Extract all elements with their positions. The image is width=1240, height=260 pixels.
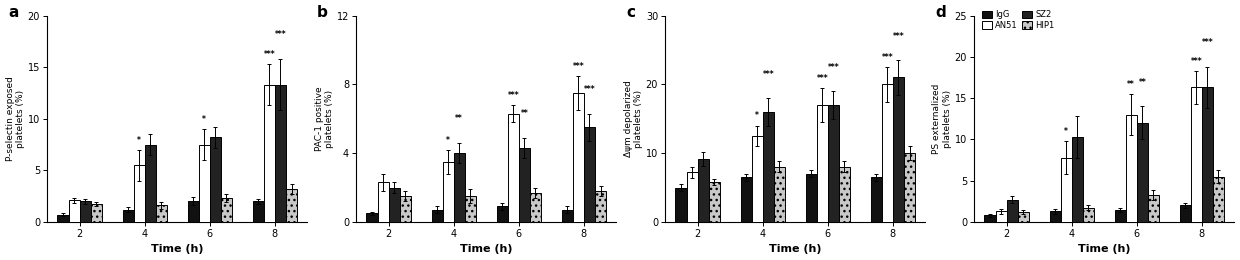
Bar (708, 182, 719, 222)
Bar (763, 112, 774, 222)
Bar (529, 193, 541, 222)
Bar (584, 127, 595, 222)
Bar (904, 153, 915, 222)
Text: **: ** (1127, 80, 1135, 89)
Bar (1213, 177, 1224, 222)
Bar (68, 200, 79, 222)
Bar (1018, 212, 1029, 222)
Bar (443, 162, 454, 222)
Bar (1137, 123, 1148, 222)
Text: ***: *** (1202, 38, 1213, 47)
Bar (882, 84, 893, 222)
Bar (156, 205, 167, 222)
Y-axis label: PAC-1 positive
platelets (%): PAC-1 positive platelets (%) (315, 86, 334, 151)
Text: ***: *** (274, 30, 286, 39)
Text: *: * (138, 135, 141, 145)
Text: ***: *** (584, 85, 595, 94)
X-axis label: Time (h): Time (h) (769, 244, 821, 255)
Text: **: ** (1138, 78, 1146, 87)
X-axis label: Time (h): Time (h) (151, 244, 203, 255)
Text: ***: *** (816, 74, 828, 83)
Text: *: * (1064, 127, 1068, 136)
Bar (1126, 115, 1137, 222)
Bar (996, 211, 1007, 222)
Bar (187, 201, 198, 222)
Text: b: b (317, 5, 327, 20)
Bar (275, 85, 286, 222)
Bar (210, 137, 221, 222)
Bar (676, 187, 687, 222)
Bar (1049, 211, 1060, 222)
Bar (264, 85, 275, 222)
Bar (1060, 158, 1071, 222)
Text: ***: *** (1190, 57, 1202, 66)
Bar (221, 198, 232, 222)
Y-axis label: Δψm depolarized
platelets (%): Δψm depolarized platelets (%) (624, 80, 642, 157)
Text: *: * (202, 115, 206, 124)
Bar (134, 165, 145, 222)
Bar (388, 187, 399, 222)
Bar (465, 196, 476, 222)
Text: d: d (935, 5, 946, 20)
Legend: IgG, AN51, SZ2, HIP1: IgG, AN51, SZ2, HIP1 (981, 9, 1055, 31)
Bar (1179, 205, 1190, 222)
Bar (893, 77, 904, 222)
X-axis label: Time (h): Time (h) (1078, 244, 1131, 255)
Bar (91, 204, 102, 222)
Bar (507, 114, 518, 222)
Text: **: ** (455, 114, 463, 123)
Text: a: a (7, 5, 19, 20)
Bar (1202, 87, 1213, 222)
Bar (828, 105, 839, 222)
Y-axis label: PS externalized
platelets (%): PS externalized platelets (%) (932, 83, 952, 154)
Bar (367, 213, 377, 222)
Bar (432, 210, 443, 222)
Bar (817, 105, 828, 222)
X-axis label: Time (h): Time (h) (460, 244, 512, 255)
Bar (79, 201, 91, 222)
Bar (562, 210, 573, 222)
Bar (1148, 195, 1159, 222)
Bar (198, 145, 210, 222)
Bar (870, 177, 882, 222)
Text: **: ** (521, 109, 528, 118)
Bar (1115, 210, 1126, 222)
Bar (1007, 200, 1018, 222)
Bar (399, 196, 410, 222)
Text: ***: *** (264, 50, 275, 59)
Text: *: * (755, 112, 759, 120)
Bar (286, 189, 298, 222)
Text: ***: *** (827, 63, 839, 72)
Bar (518, 148, 529, 222)
Bar (839, 167, 849, 222)
Bar (145, 145, 156, 222)
Bar (573, 93, 584, 222)
Text: ***: *** (763, 69, 774, 79)
Bar (1083, 208, 1094, 222)
Bar (1190, 87, 1202, 222)
Bar (123, 210, 134, 222)
Bar (698, 159, 708, 222)
Y-axis label: P-selectin exposed
platelets (%): P-selectin exposed platelets (%) (5, 76, 25, 161)
Text: ***: *** (573, 62, 584, 71)
Bar (806, 174, 817, 222)
Bar (454, 153, 465, 222)
Bar (57, 215, 68, 222)
Bar (774, 167, 785, 222)
Text: ***: *** (893, 32, 904, 41)
Bar (751, 136, 763, 222)
Text: *: * (446, 135, 450, 145)
Bar (253, 201, 264, 222)
Text: c: c (626, 5, 635, 20)
Bar (1071, 137, 1083, 222)
Text: ***: *** (507, 91, 520, 100)
Bar (595, 191, 606, 222)
Bar (740, 177, 751, 222)
Text: ***: *** (882, 53, 893, 62)
Bar (377, 182, 388, 222)
Bar (497, 206, 507, 222)
Bar (687, 172, 698, 222)
Bar (985, 215, 996, 222)
